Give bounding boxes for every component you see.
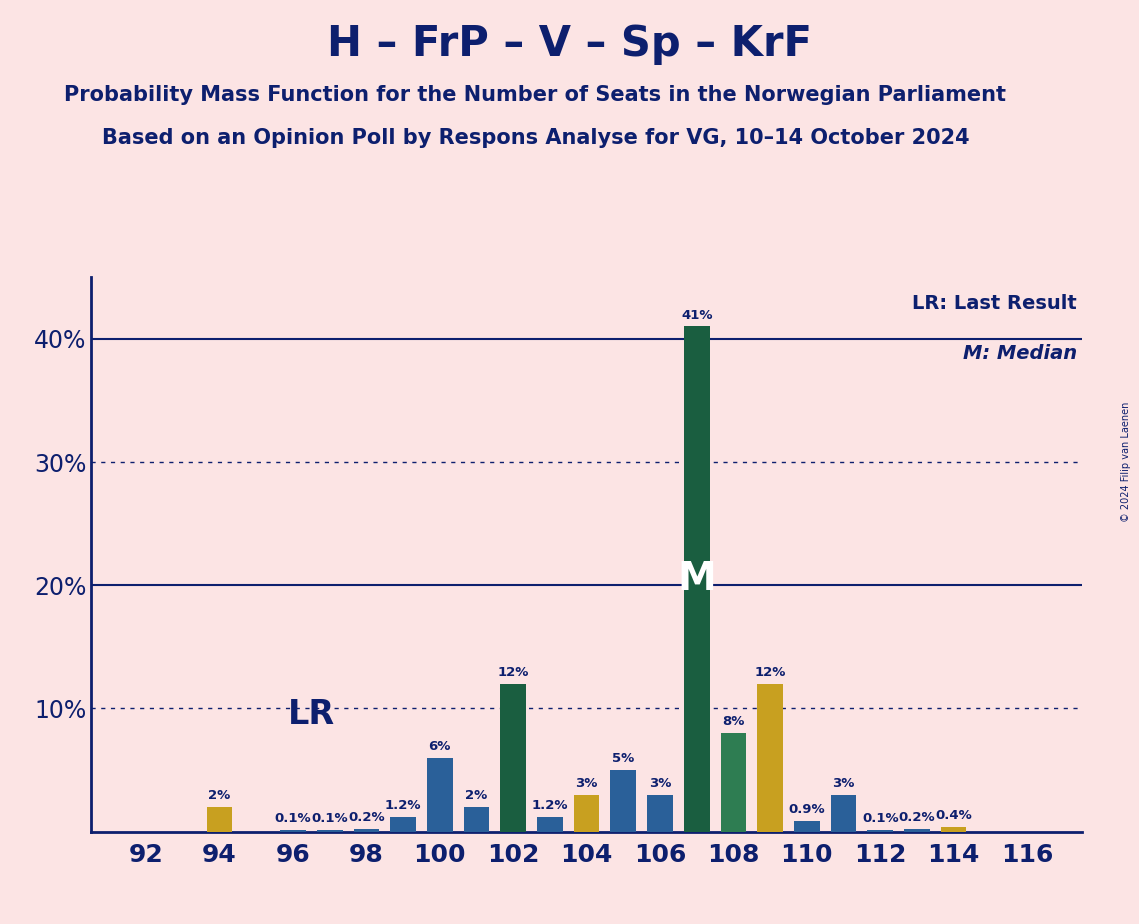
Text: Based on an Opinion Poll by Respons Analyse for VG, 10–14 October 2024: Based on an Opinion Poll by Respons Anal… bbox=[101, 128, 969, 148]
Text: 2%: 2% bbox=[466, 789, 487, 802]
Text: 1.2%: 1.2% bbox=[532, 799, 568, 812]
Text: LR: LR bbox=[288, 698, 335, 731]
Text: 0.1%: 0.1% bbox=[311, 812, 349, 825]
Bar bbox=[830, 795, 857, 832]
Text: 0.1%: 0.1% bbox=[274, 812, 311, 825]
Bar bbox=[207, 807, 232, 832]
Text: LR: Last Result: LR: Last Result bbox=[912, 294, 1077, 313]
Text: 0.4%: 0.4% bbox=[935, 808, 972, 821]
Bar bbox=[500, 684, 526, 832]
Bar bbox=[427, 758, 452, 832]
Text: 3%: 3% bbox=[649, 777, 671, 790]
Bar bbox=[683, 326, 710, 832]
Bar bbox=[757, 684, 782, 832]
Bar bbox=[904, 829, 929, 832]
Bar bbox=[280, 831, 306, 832]
Bar bbox=[794, 821, 820, 832]
Bar bbox=[868, 831, 893, 832]
Text: M: Median: M: Median bbox=[962, 344, 1077, 363]
Bar bbox=[721, 733, 746, 832]
Text: 0.2%: 0.2% bbox=[899, 811, 935, 824]
Bar bbox=[391, 817, 416, 832]
Text: 6%: 6% bbox=[428, 740, 451, 753]
Bar bbox=[538, 817, 563, 832]
Text: 41%: 41% bbox=[681, 309, 712, 322]
Text: 8%: 8% bbox=[722, 715, 745, 728]
Text: 3%: 3% bbox=[575, 777, 598, 790]
Bar bbox=[353, 829, 379, 832]
Text: 0.1%: 0.1% bbox=[862, 812, 899, 825]
Bar bbox=[941, 827, 967, 832]
Text: 12%: 12% bbox=[754, 666, 786, 679]
Bar bbox=[317, 831, 343, 832]
Text: 0.9%: 0.9% bbox=[788, 803, 825, 816]
Bar bbox=[611, 770, 637, 832]
Bar bbox=[464, 807, 490, 832]
Text: 3%: 3% bbox=[833, 777, 854, 790]
Text: 12%: 12% bbox=[498, 666, 528, 679]
Bar bbox=[574, 795, 599, 832]
Text: Probability Mass Function for the Number of Seats in the Norwegian Parliament: Probability Mass Function for the Number… bbox=[64, 85, 1007, 105]
Text: © 2024 Filip van Laenen: © 2024 Filip van Laenen bbox=[1121, 402, 1131, 522]
Text: H – FrP – V – Sp – KrF: H – FrP – V – Sp – KrF bbox=[327, 23, 812, 65]
Bar bbox=[647, 795, 673, 832]
Text: 1.2%: 1.2% bbox=[385, 799, 421, 812]
Text: M: M bbox=[678, 560, 716, 598]
Text: 2%: 2% bbox=[208, 789, 231, 802]
Text: 0.2%: 0.2% bbox=[349, 811, 385, 824]
Text: 5%: 5% bbox=[612, 752, 634, 765]
